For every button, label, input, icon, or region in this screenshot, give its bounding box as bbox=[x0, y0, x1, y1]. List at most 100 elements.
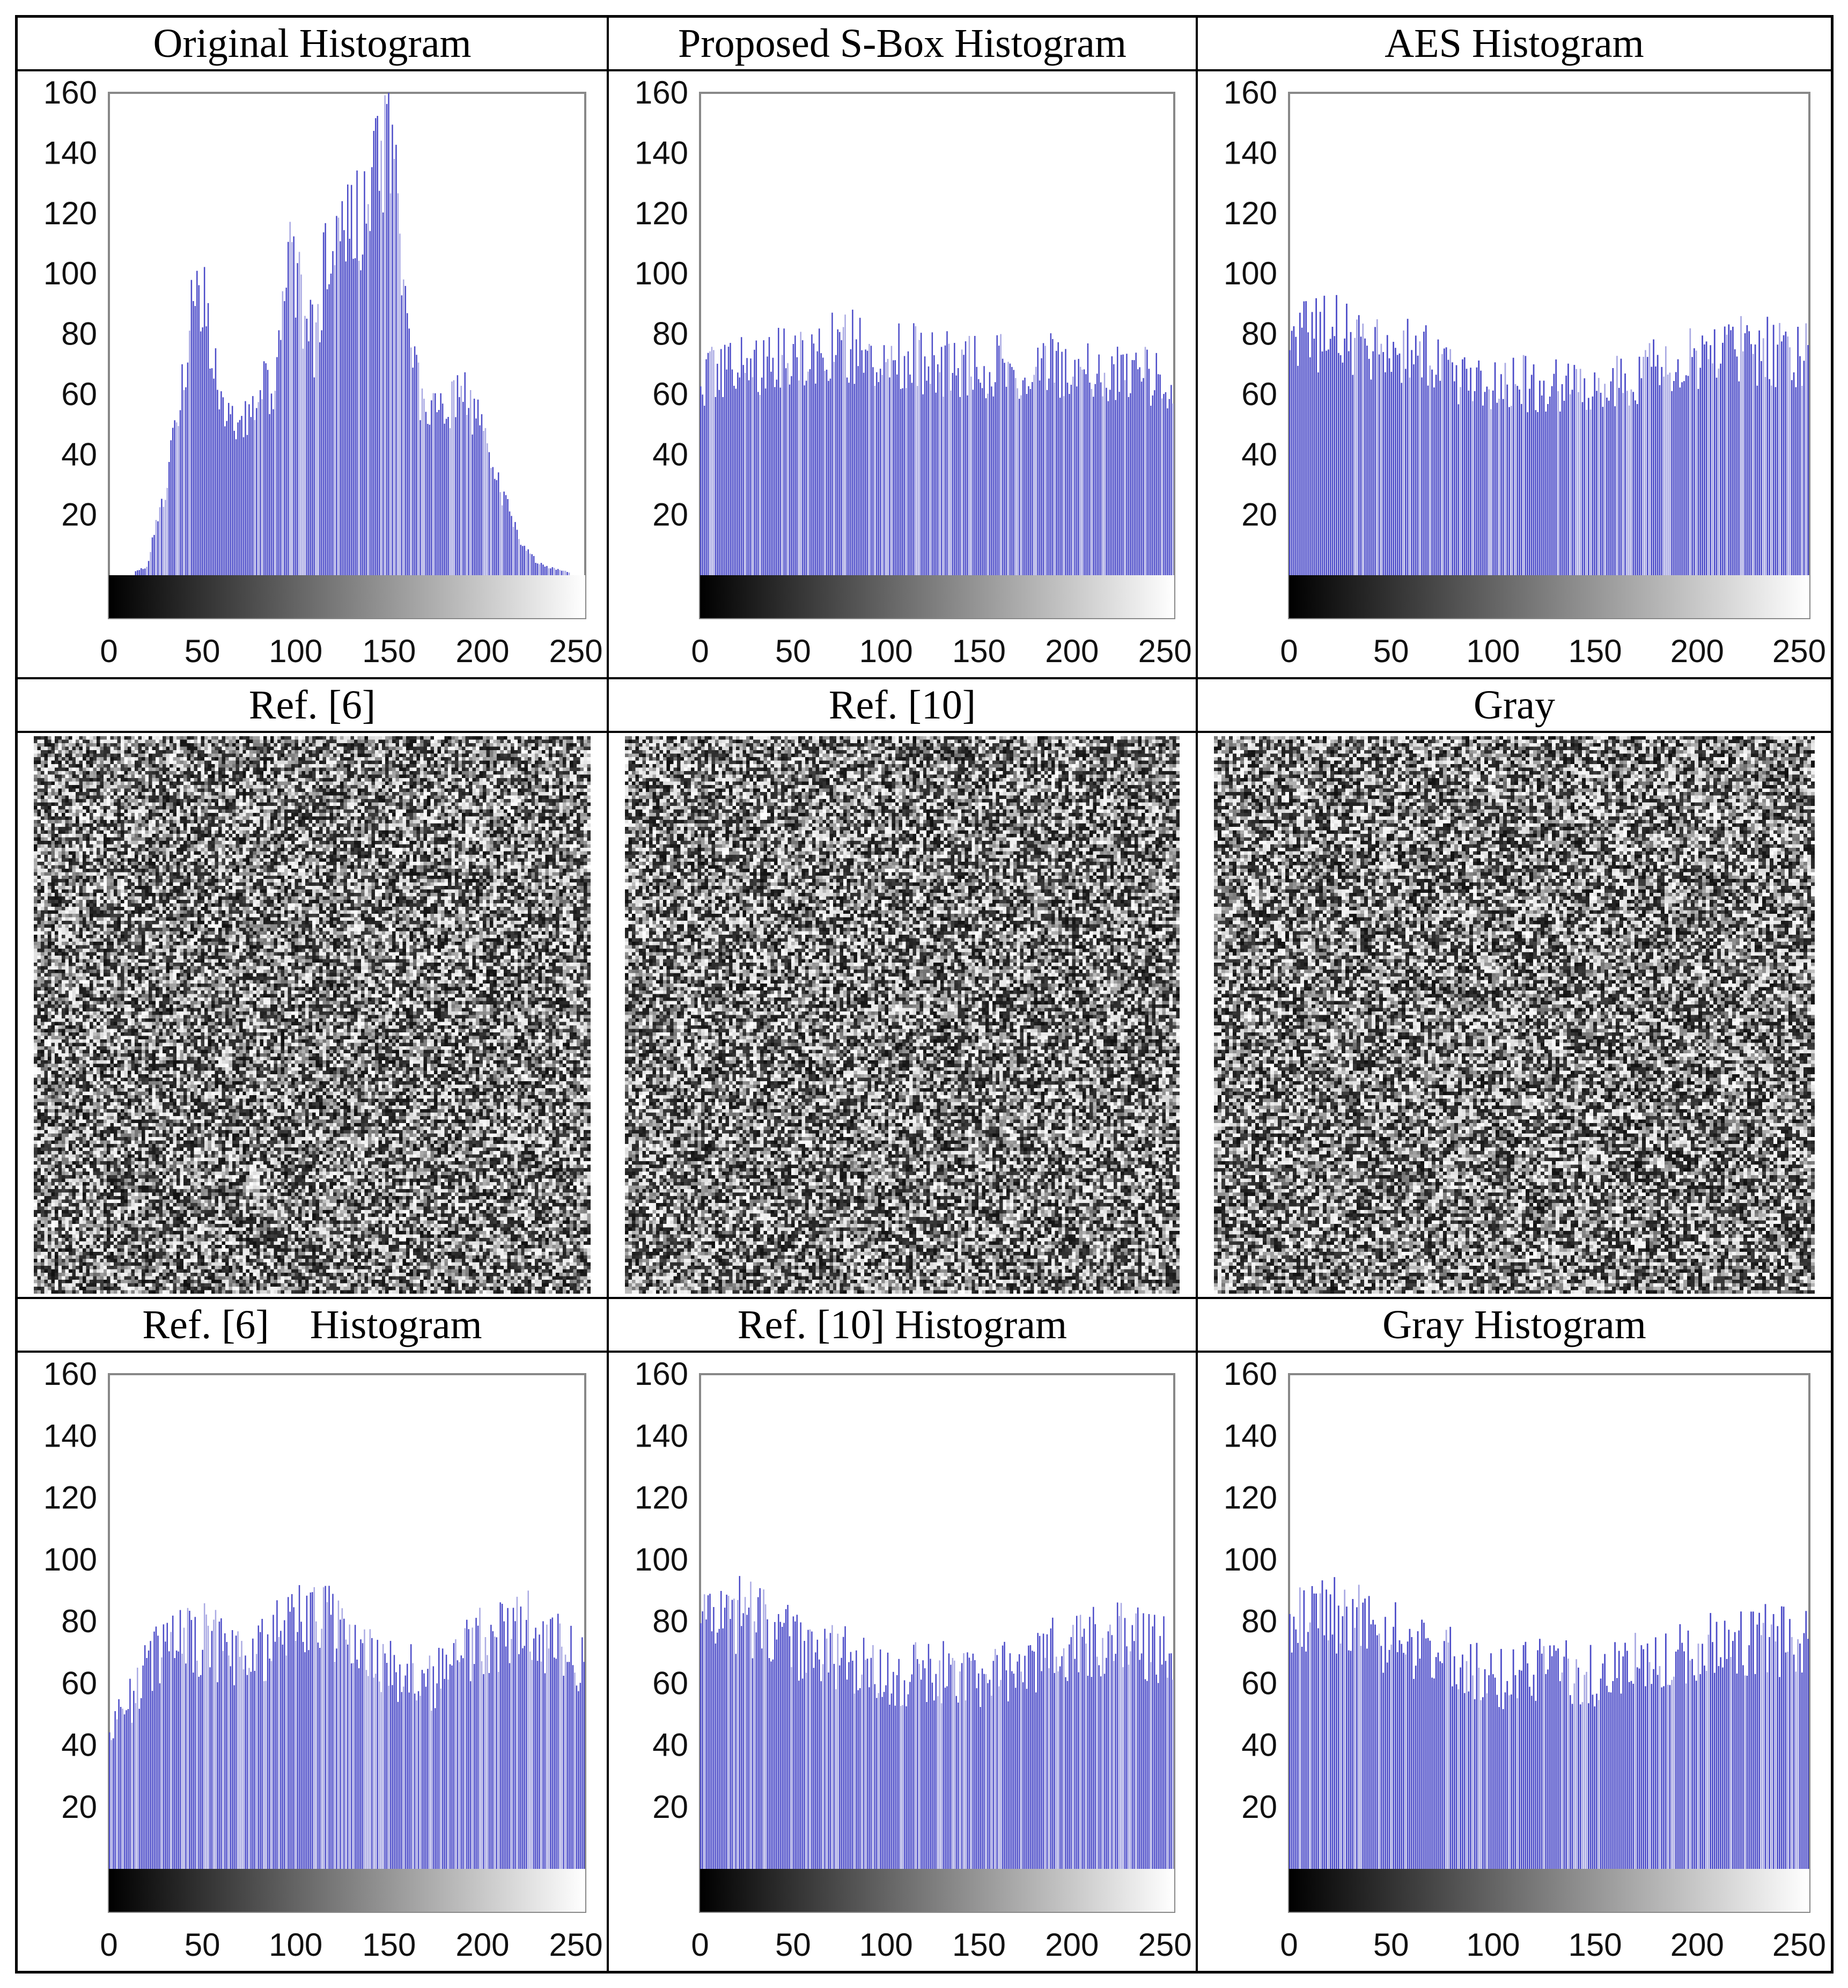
histogram-bar bbox=[1167, 408, 1168, 575]
histogram-bar bbox=[1801, 1672, 1803, 1869]
histogram-bar bbox=[1321, 1580, 1323, 1869]
histogram-bar bbox=[1539, 380, 1541, 575]
histogram-bar bbox=[1018, 399, 1020, 575]
histogram-bar bbox=[1059, 398, 1061, 575]
histogram-bar bbox=[273, 1615, 274, 1869]
histogram-bar bbox=[1635, 400, 1636, 575]
histogram-bar bbox=[1504, 363, 1506, 575]
histogram-bar bbox=[750, 1581, 752, 1869]
histogram-bar bbox=[524, 546, 526, 575]
histogram-bar bbox=[1358, 315, 1360, 575]
histogram-bar bbox=[1775, 387, 1777, 575]
x-tick-label: 0 bbox=[691, 1927, 709, 1963]
histogram-bar bbox=[304, 316, 306, 575]
histogram-bar bbox=[1113, 1661, 1115, 1869]
y-tick-label: 100 bbox=[635, 255, 688, 291]
histogram-bar bbox=[1525, 1641, 1527, 1869]
histogram-bar bbox=[1334, 1577, 1336, 1869]
histogram-bar bbox=[1744, 333, 1746, 575]
histogram-bar bbox=[505, 495, 507, 575]
histogram-bar bbox=[1376, 1635, 1378, 1869]
histogram-bar bbox=[992, 396, 995, 575]
histogram-bar bbox=[222, 397, 224, 575]
histogram-bar bbox=[1734, 1632, 1736, 1869]
histogram-bar bbox=[248, 404, 250, 575]
histogram-bar bbox=[1656, 355, 1659, 575]
histogram-bar bbox=[1689, 328, 1691, 575]
histogram-bar bbox=[1488, 1675, 1490, 1869]
histogram-bar bbox=[1118, 392, 1120, 575]
x-tick-label: 200 bbox=[1670, 1927, 1724, 1963]
panel-body: 20 40 60 80 100 120 140 160 0 50 100 150 200 250 bbox=[609, 71, 1196, 677]
histogram-bar bbox=[1013, 1674, 1015, 1869]
histogram-bar bbox=[526, 551, 527, 575]
histogram-bar bbox=[431, 400, 432, 575]
histogram-bar bbox=[382, 1644, 384, 1869]
histogram-bar bbox=[1028, 1645, 1029, 1869]
histogram-bar bbox=[1492, 390, 1494, 575]
histogram-bar bbox=[1474, 391, 1476, 575]
histogram-bar bbox=[1795, 1671, 1797, 1869]
histogram-bar bbox=[1610, 1692, 1612, 1869]
histogram-bar bbox=[1299, 312, 1301, 575]
histogram-bar bbox=[1748, 1645, 1750, 1869]
histogram-bar bbox=[915, 326, 917, 575]
histogram-bar bbox=[1702, 335, 1703, 575]
histogram-bar bbox=[764, 388, 767, 575]
histogram-bar bbox=[358, 1668, 360, 1869]
histogram-bar bbox=[202, 1649, 203, 1869]
histogram-bar bbox=[850, 1652, 852, 1869]
histogram-bar bbox=[291, 1594, 293, 1869]
histogram-bar bbox=[1789, 347, 1791, 575]
histogram-bar bbox=[837, 1633, 839, 1869]
x-tick-label: 200 bbox=[1045, 633, 1099, 669]
histogram-bar bbox=[408, 1692, 410, 1869]
histogram-bar bbox=[1061, 1656, 1063, 1869]
histogram-bar bbox=[1730, 330, 1732, 575]
histogram-bar bbox=[436, 412, 438, 575]
histogram-bar bbox=[1024, 1655, 1026, 1869]
histogram-bar bbox=[702, 394, 703, 575]
histogram-bar bbox=[1388, 1649, 1390, 1869]
histogram-bar bbox=[1057, 1671, 1059, 1869]
histogram-bar bbox=[294, 1640, 297, 1869]
histogram-bar bbox=[1445, 1630, 1447, 1869]
histogram-bar bbox=[175, 422, 178, 575]
histogram-bar bbox=[1431, 369, 1433, 575]
histogram-bar bbox=[1620, 1693, 1622, 1869]
y-tick-label: 140 bbox=[635, 1418, 688, 1454]
histogram-bar bbox=[1319, 312, 1321, 575]
histogram-bar bbox=[432, 393, 435, 575]
histogram-bar bbox=[1329, 1594, 1331, 1869]
histogram-bar bbox=[1026, 1689, 1028, 1869]
histogram-bar bbox=[326, 1602, 328, 1869]
histogram-bar bbox=[972, 390, 974, 575]
histogram-bar bbox=[542, 1621, 544, 1869]
histogram-bar bbox=[118, 1699, 120, 1869]
histogram-bar bbox=[1457, 1689, 1460, 1869]
histogram-bar bbox=[384, 95, 386, 575]
histogram-bar bbox=[1295, 336, 1297, 575]
histogram-bar bbox=[750, 358, 752, 575]
histogram-bar bbox=[950, 390, 952, 575]
histogram-bar bbox=[1029, 388, 1032, 575]
histogram-bar bbox=[1131, 360, 1133, 575]
histogram-bar bbox=[526, 1620, 527, 1869]
panel-body: 20 40 60 80 100 120 140 160 0 50 100 150 200 250 bbox=[18, 1353, 607, 1971]
histogram-bar bbox=[166, 1623, 168, 1869]
histogram-bar bbox=[789, 384, 791, 575]
histogram-bar bbox=[1155, 1674, 1157, 1869]
histogram-bar bbox=[1452, 1686, 1453, 1869]
histogram-bar bbox=[213, 1619, 215, 1869]
histogram-bar bbox=[752, 1658, 754, 1869]
histogram-bar bbox=[397, 1701, 399, 1869]
histogram-bar bbox=[548, 1648, 550, 1869]
histogram-bar bbox=[531, 554, 533, 575]
histogram-bar bbox=[922, 394, 924, 575]
histogram-bar bbox=[1313, 339, 1315, 575]
histogram-bar bbox=[263, 361, 265, 575]
histogram-bar bbox=[833, 1663, 835, 1869]
histogram-bar bbox=[297, 263, 298, 576]
histogram-bar bbox=[1761, 361, 1762, 575]
histogram-bar bbox=[1606, 398, 1608, 575]
